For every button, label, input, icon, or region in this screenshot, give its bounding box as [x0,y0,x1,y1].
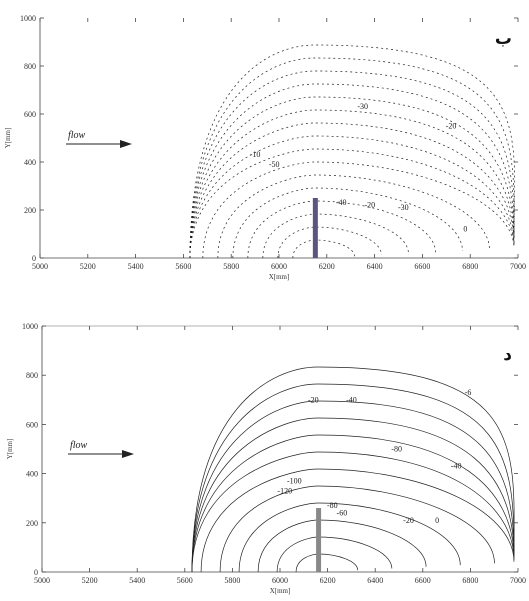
x-axis-label: X[mm] [270,587,291,595]
y-tick-label: 600 [26,420,38,429]
panel-letter: د [503,345,512,365]
contour-line [189,44,516,259]
x-tick-label: 6000 [272,576,288,585]
y-tick-label: 0 [32,254,36,263]
contour-line [191,383,515,573]
contour-line [295,553,359,573]
contour-label: 0 [463,225,467,234]
contour-line [232,187,463,259]
y-tick-label: 0 [34,568,38,577]
contour-line [191,451,515,573]
contour-label: -20 [364,201,375,210]
contour-line [292,239,355,259]
contour-line [257,519,427,573]
contour-line [189,57,515,259]
x-tick-label: 6600 [414,262,430,271]
contour-label: -40 [336,198,347,207]
x-tick-label: 5000 [32,262,48,271]
contour-label: -6 [465,388,472,397]
y-axis-label: Y[mm] [6,439,14,460]
x-tick-label: 6200 [320,576,336,585]
contour-label: -20 [308,395,319,404]
x-tick-label: 5000 [34,576,50,585]
x-tick-label: 5400 [129,576,145,585]
x-tick-label: 5200 [80,262,96,271]
contour-line [189,148,515,259]
contour-line [277,226,382,259]
x-tick-label: 5600 [175,262,191,271]
flow-arrow-head [120,140,132,148]
contour-line [238,502,461,573]
x-tick-label: 5800 [223,262,239,271]
y-tick-label: 800 [26,371,38,380]
contour-label: -10 [250,150,261,159]
contour-line [200,468,515,573]
contour-line [189,83,515,259]
x-tick-label: 6200 [319,262,335,271]
y-tick-label: 400 [26,470,38,479]
x-tick-label: 6800 [462,262,478,271]
x-tick-label: 6800 [462,576,478,585]
x-tick-label: 5200 [82,576,98,585]
contour-line [189,96,515,259]
contour-line [191,434,515,573]
contour-label: -30 [398,203,409,212]
y-tick-label: 200 [26,519,38,528]
x-tick-label: 6400 [367,576,383,585]
contour-label: -40 [346,395,357,404]
contour-line [219,485,495,573]
y-tick-label: 1000 [22,322,38,331]
contour-lines [189,44,516,259]
y-tick-label: 600 [24,110,36,119]
y-tick-label: 800 [24,62,36,71]
y-axis-label: Y[mm] [4,128,12,149]
contour-line [189,70,515,259]
y-tick-label: 1000 [20,14,36,23]
x-tick-label: 7000 [510,576,526,585]
contour-label: -80 [327,501,338,510]
y-tick-label: 400 [24,158,36,167]
contour-label: -30 [357,102,368,111]
flow-arrow-head [122,450,134,458]
x-tick-label: 5600 [177,576,193,585]
x-tick-label: 5800 [224,576,240,585]
y-tick-label: 200 [24,206,36,215]
contour-label: -80 [391,444,402,453]
flow-label: flow [70,440,88,451]
contour-line [191,417,515,573]
contour-label: -100 [287,476,302,485]
chart-panel-2: 5000 5200 5400 5600 5800 6000 6200 6400 6600 6800… [6,322,526,595]
contour-line [191,400,515,573]
barrier-mark [316,508,322,572]
contour-label: -50 [269,160,280,169]
x-tick-label: 6400 [367,262,383,271]
x-tick-label: 6000 [271,262,287,271]
contour-label: -120 [277,486,292,495]
contour-line [217,174,490,259]
x-tick-label: 5400 [128,262,144,271]
chart-panel-1: 5000 5200 5400 5600 5800 6000 6200 6400 6600 6800… [4,14,526,281]
contour-label: 0 [435,516,439,525]
contour-line [189,135,515,259]
contour-line [189,122,515,259]
panel-letter: ب [495,29,512,49]
contour-line [202,161,515,259]
x-axis-label: X[mm] [269,273,290,281]
x-tick-label: 6600 [415,576,431,585]
contour-line [262,213,409,259]
contour-label: -40 [451,462,462,471]
contour-line [276,536,393,573]
contour-label: -60 [337,508,348,517]
contour-label: -20 [403,516,414,525]
contour-line [189,109,515,259]
contour-label: -20 [446,121,457,130]
flow-label: flow [68,130,86,141]
x-tick-label: 7000 [510,262,526,271]
barrier-mark [312,198,318,258]
contour-line [191,366,515,573]
